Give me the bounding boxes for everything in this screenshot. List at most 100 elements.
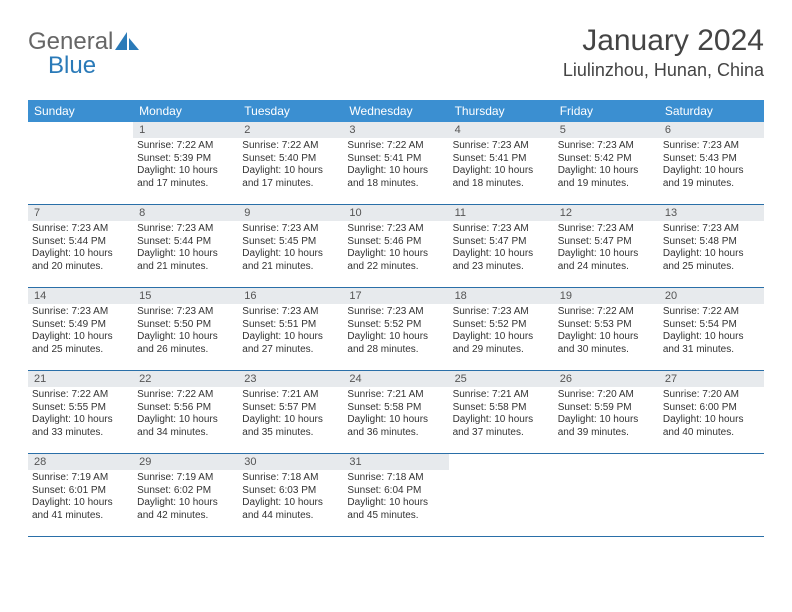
day-number: 2 [238,122,343,138]
daylight-line: Daylight: 10 hours and 37 minutes. [453,414,550,439]
sunrise-line: Sunrise: 7:23 AM [242,223,339,236]
day-body: Sunrise: 7:18 AMSunset: 6:03 PMDaylight:… [238,470,343,526]
daylight-line: Daylight: 10 hours and 21 minutes. [242,248,339,273]
daylight-line: Daylight: 10 hours and 40 minutes. [663,414,760,439]
day-number: 4 [449,122,554,138]
sunrise-line: Sunrise: 7:22 AM [242,140,339,153]
sunrise-line: Sunrise: 7:23 AM [663,223,760,236]
sunset-line: Sunset: 5:57 PM [242,402,339,415]
day-cell: 24Sunrise: 7:21 AMSunset: 5:58 PMDayligh… [343,371,448,453]
day-number: 12 [554,205,659,221]
week-row: 7Sunrise: 7:23 AMSunset: 5:44 PMDaylight… [28,205,764,288]
day-body: Sunrise: 7:22 AMSunset: 5:39 PMDaylight:… [133,138,238,194]
sunrise-line: Sunrise: 7:23 AM [663,140,760,153]
day-number: 6 [659,122,764,138]
month-title: January 2024 [563,24,764,58]
daylight-line: Daylight: 10 hours and 24 minutes. [558,248,655,273]
sunset-line: Sunset: 5:49 PM [32,319,129,332]
sunrise-line: Sunrise: 7:22 AM [347,140,444,153]
day-number: 16 [238,288,343,304]
daylight-line: Daylight: 10 hours and 39 minutes. [558,414,655,439]
sunset-line: Sunset: 5:52 PM [347,319,444,332]
sunrise-line: Sunrise: 7:21 AM [347,389,444,402]
day-body: Sunrise: 7:23 AMSunset: 5:52 PMDaylight:… [343,304,448,360]
day-body: Sunrise: 7:23 AMSunset: 5:44 PMDaylight:… [133,221,238,277]
sunrise-line: Sunrise: 7:23 AM [32,306,129,319]
daylight-line: Daylight: 10 hours and 45 minutes. [347,497,444,522]
day-number: 27 [659,371,764,387]
day-cell: 5Sunrise: 7:23 AMSunset: 5:42 PMDaylight… [554,122,659,204]
weekday-header: Tuesday [238,100,343,122]
day-number: 15 [133,288,238,304]
sunset-line: Sunset: 5:55 PM [32,402,129,415]
daylight-line: Daylight: 10 hours and 26 minutes. [137,331,234,356]
daylight-line: Daylight: 10 hours and 44 minutes. [242,497,339,522]
sunrise-line: Sunrise: 7:22 AM [137,140,234,153]
week-row: 28Sunrise: 7:19 AMSunset: 6:01 PMDayligh… [28,454,764,537]
day-cell: 31 Sunrise: 7:18 AMSunset: 6:04 PMDayligh… [343,454,448,536]
sunrise-line: Sunrise: 7:20 AM [558,389,655,402]
day-number: 1 [133,122,238,138]
daylight-line: Daylight: 10 hours and 29 minutes. [453,331,550,356]
logo-sail-icon [115,32,141,52]
weekday-header: Monday [133,100,238,122]
daylight-line: Daylight: 10 hours and 17 minutes. [242,165,339,190]
day-cell: 27Sunrise: 7:20 AMSunset: 6:00 PMDayligh… [659,371,764,453]
sunset-line: Sunset: 5:41 PM [453,153,550,166]
sunset-line: Sunset: 5:45 PM [242,236,339,249]
day-cell: 12Sunrise: 7:23 AMSunset: 5:47 PMDayligh… [554,205,659,287]
daylight-line: Daylight: 10 hours and 31 minutes. [663,331,760,356]
sunrise-line: Sunrise: 7:18 AM [347,472,444,485]
day-cell: 18Sunrise: 7:23 AMSunset: 5:52 PMDayligh… [449,288,554,370]
sunrise-line: Sunrise: 7:22 AM [32,389,129,402]
sunset-line: Sunset: 5:44 PM [137,236,234,249]
day-number: 5 [554,122,659,138]
sunset-line: Sunset: 6:03 PM [242,485,339,498]
sunrise-line: Sunrise: 7:23 AM [453,306,550,319]
day-body: Sunrise: 7:22 AMSunset: 5:41 PMDaylight:… [343,138,448,194]
weekday-header-row: SundayMondayTuesdayWednesdayThursdayFrid… [28,100,764,122]
daylight-line: Daylight: 10 hours and 25 minutes. [32,331,129,356]
day-body: Sunrise: 7:22 AMSunset: 5:56 PMDaylight:… [133,387,238,443]
sunrise-line: Sunrise: 7:21 AM [453,389,550,402]
day-body: Sunrise: 7:20 AMSunset: 5:59 PMDaylight:… [554,387,659,443]
day-cell: 0 [28,122,133,204]
day-body: Sunrise: 7:23 AMSunset: 5:42 PMDaylight:… [554,138,659,194]
sunrise-line: Sunrise: 7:23 AM [347,223,444,236]
sunset-line: Sunset: 5:44 PM [32,236,129,249]
day-body: Sunrise: 7:20 AMSunset: 6:00 PMDaylight:… [659,387,764,443]
day-number: 31 [343,454,448,470]
day-cell: 29Sunrise: 7:19 AMSunset: 6:02 PMDayligh… [133,454,238,536]
daylight-line: Daylight: 10 hours and 42 minutes. [137,497,234,522]
day-cell: 10Sunrise: 7:23 AMSunset: 5:46 PMDayligh… [343,205,448,287]
day-body: Sunrise: 7:21 AMSunset: 5:58 PMDaylight:… [343,387,448,443]
day-body: Sunrise: 7:23 AMSunset: 5:50 PMDaylight:… [133,304,238,360]
day-cell: 19Sunrise: 7:22 AMSunset: 5:53 PMDayligh… [554,288,659,370]
day-cell: 13Sunrise: 7:23 AMSunset: 5:48 PMDayligh… [659,205,764,287]
day-body: Sunrise: 7:23 AMSunset: 5:47 PMDaylight:… [554,221,659,277]
day-cell: 15Sunrise: 7:23 AMSunset: 5:50 PMDayligh… [133,288,238,370]
daylight-line: Daylight: 10 hours and 17 minutes. [137,165,234,190]
day-body: Sunrise: 7:23 AMSunset: 5:41 PMDaylight:… [449,138,554,194]
day-number: 30 [238,454,343,470]
day-cell: 9Sunrise: 7:23 AMSunset: 5:45 PMDaylight… [238,205,343,287]
daylight-line: Daylight: 10 hours and 25 minutes. [663,248,760,273]
day-cell: 7Sunrise: 7:23 AMSunset: 5:44 PMDaylight… [28,205,133,287]
day-cell: 23Sunrise: 7:21 AMSunset: 5:57 PMDayligh… [238,371,343,453]
day-number: 24 [343,371,448,387]
sunset-line: Sunset: 5:40 PM [242,153,339,166]
day-number: 14 [28,288,133,304]
sunrise-line: Sunrise: 7:19 AM [32,472,129,485]
day-body: Sunrise: 7:22 AMSunset: 5:53 PMDaylight:… [554,304,659,360]
daylight-line: Daylight: 10 hours and 34 minutes. [137,414,234,439]
day-number: 26 [554,371,659,387]
day-number: 21 [28,371,133,387]
location: Liulinzhou, Hunan, China [563,60,764,81]
day-body: Sunrise: 7:23 AMSunset: 5:44 PMDaylight:… [28,221,133,277]
sunset-line: Sunset: 6:04 PM [347,485,444,498]
sunset-line: Sunset: 5:59 PM [558,402,655,415]
day-body: Sunrise: 7:23 AMSunset: 5:45 PMDaylight:… [238,221,343,277]
sunrise-line: Sunrise: 7:23 AM [453,223,550,236]
day-cell: 3Sunrise: 7:22 AMSunset: 5:41 PMDaylight… [343,122,448,204]
sunset-line: Sunset: 5:58 PM [453,402,550,415]
